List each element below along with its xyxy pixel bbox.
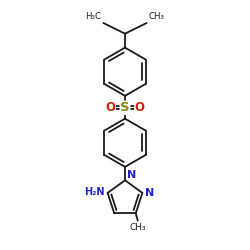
Text: CH₃: CH₃ <box>148 12 164 21</box>
Text: O: O <box>135 101 145 114</box>
Text: CH₃: CH₃ <box>130 223 146 232</box>
Text: N: N <box>127 170 136 179</box>
Text: H₃C: H₃C <box>86 12 102 21</box>
Text: H₂N: H₂N <box>84 188 105 198</box>
Text: S: S <box>120 101 130 114</box>
Text: O: O <box>105 101 115 114</box>
Text: N: N <box>145 188 154 198</box>
